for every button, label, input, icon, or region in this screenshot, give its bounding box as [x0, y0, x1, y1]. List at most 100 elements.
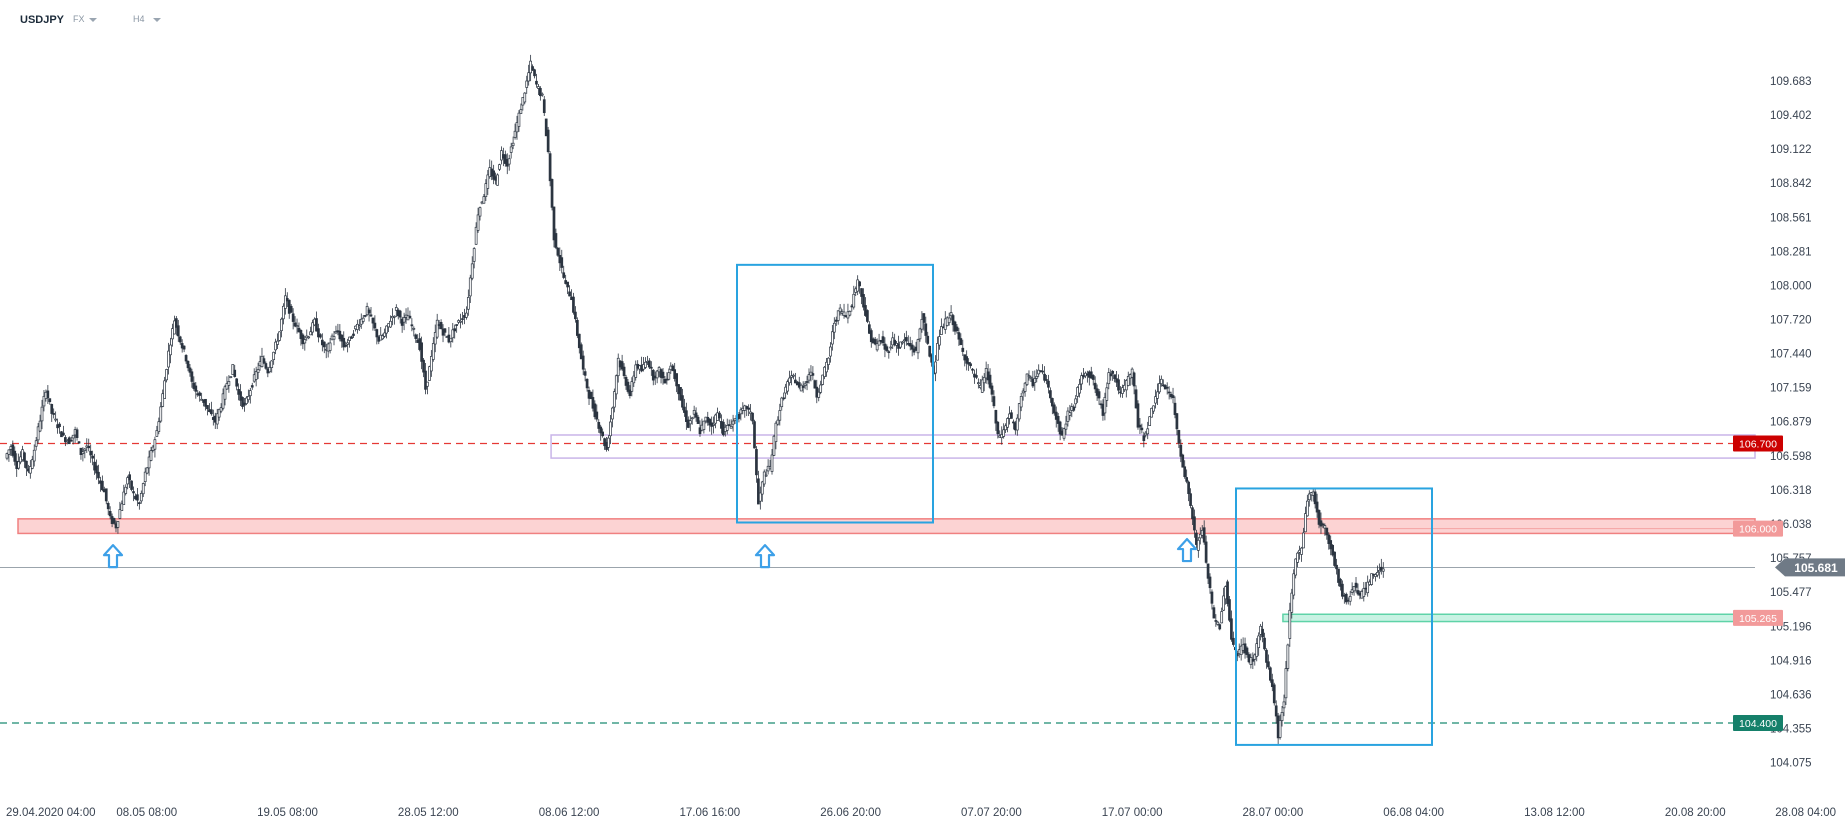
candle-body	[1263, 637, 1266, 650]
candle-body	[1331, 544, 1335, 556]
candle-body	[451, 329, 455, 339]
candle-body	[869, 330, 873, 343]
candle-body	[155, 430, 159, 437]
candle-body	[951, 315, 955, 326]
candle-body	[595, 411, 599, 420]
candle-body	[745, 406, 749, 409]
candle-body	[420, 342, 423, 362]
candle-body	[1321, 523, 1325, 526]
candle-body	[1068, 412, 1072, 416]
candle-body	[126, 477, 130, 485]
candle-body	[470, 263, 474, 279]
candle-body	[1078, 383, 1081, 394]
candle-body	[1173, 402, 1177, 415]
market-label[interactable]: FX	[73, 14, 85, 24]
candle-body	[873, 339, 877, 345]
candle-body	[371, 317, 375, 324]
candle-body	[875, 343, 879, 351]
candle-body	[303, 339, 307, 344]
price-tick-label: 106.879	[1770, 417, 1812, 429]
candle-body	[1054, 411, 1058, 420]
candle-body	[1021, 390, 1025, 394]
candle-body	[1195, 532, 1198, 545]
candle-body	[186, 360, 190, 369]
candle-body	[996, 421, 1000, 435]
candle-body	[167, 350, 170, 368]
candle-body	[690, 417, 694, 420]
candle-body	[198, 392, 202, 396]
candle-body	[708, 418, 712, 426]
candle-body	[69, 439, 73, 442]
time-axis[interactable]: 29.04.2020 04:00 08.05 08:00 19.05 08:00 28…	[6, 807, 1836, 819]
time-tick-label: 08.05 08:00	[116, 807, 177, 819]
zone-1	[550, 434, 1756, 459]
candle-body	[1269, 667, 1272, 681]
candle-body	[1376, 572, 1379, 576]
candlesticks	[5, 54, 1385, 744]
candle-body	[1272, 684, 1276, 704]
candle-body	[969, 363, 972, 367]
timeframe-dropdown-icon[interactable]	[153, 18, 161, 22]
candle-body	[1370, 573, 1373, 585]
level-badge-3	[1733, 715, 1783, 732]
level-badges: 106.700 106.000 105.265 104.400 105.681	[1733, 435, 1845, 732]
candle-body	[893, 339, 897, 346]
candle-body	[476, 214, 480, 231]
candle-body	[1029, 376, 1033, 379]
candle-body	[89, 450, 93, 456]
candle-body	[585, 378, 589, 389]
candle-body	[1352, 586, 1356, 592]
symbol-label[interactable]: USDJPY	[20, 14, 65, 26]
candle-body	[877, 340, 881, 346]
candle-body	[42, 395, 46, 407]
candle-body	[75, 429, 79, 438]
timeframe-label[interactable]: H4	[133, 14, 145, 24]
candle-body	[702, 420, 706, 430]
candle-body	[959, 338, 963, 346]
zone-0	[17, 518, 1756, 535]
market-dropdown-icon[interactable]	[89, 18, 97, 22]
candle-body	[215, 413, 219, 425]
candle-body	[1282, 701, 1286, 709]
time-tick-label: 26.06 20:00	[820, 807, 881, 819]
candle-body	[1284, 668, 1288, 699]
candle-body	[486, 174, 490, 189]
candle-body	[712, 423, 715, 426]
candle-body	[881, 336, 885, 344]
candle-body	[544, 118, 548, 137]
candle-body	[393, 315, 396, 318]
candle-body	[250, 385, 254, 388]
candle-body	[1165, 386, 1169, 389]
candle-body	[1189, 493, 1192, 506]
candle-body	[517, 112, 521, 127]
candle-body	[178, 336, 182, 343]
candle-body	[1230, 618, 1233, 640]
candle-body	[1257, 635, 1261, 648]
candle-body	[577, 333, 581, 349]
price-axis[interactable]: 109.683 109.402 109.122 108.842 108.561 108.2…	[1770, 76, 1812, 770]
candle-body	[1017, 403, 1021, 420]
candle-body	[918, 328, 922, 340]
candle-body	[1348, 595, 1352, 602]
candle-body	[389, 320, 392, 328]
candle-body	[1138, 424, 1142, 428]
candle-body	[139, 492, 143, 502]
candle-body	[1325, 527, 1329, 536]
candle-body	[233, 369, 237, 377]
candle-body	[227, 381, 231, 386]
level-badge-label-1: 106.000	[1739, 524, 1777, 536]
candle-body	[1156, 391, 1159, 399]
candle-body	[778, 410, 782, 421]
candle-body	[626, 381, 630, 392]
candle-body	[46, 390, 50, 399]
candle-body	[1015, 417, 1019, 431]
candle-body	[601, 431, 605, 437]
candle-body	[293, 322, 297, 327]
candle-body	[1175, 413, 1179, 430]
candle-body	[649, 366, 653, 369]
candle-body	[1177, 430, 1181, 444]
candle-body	[431, 343, 435, 360]
candle-body	[176, 325, 180, 337]
candle-body	[1206, 563, 1210, 579]
